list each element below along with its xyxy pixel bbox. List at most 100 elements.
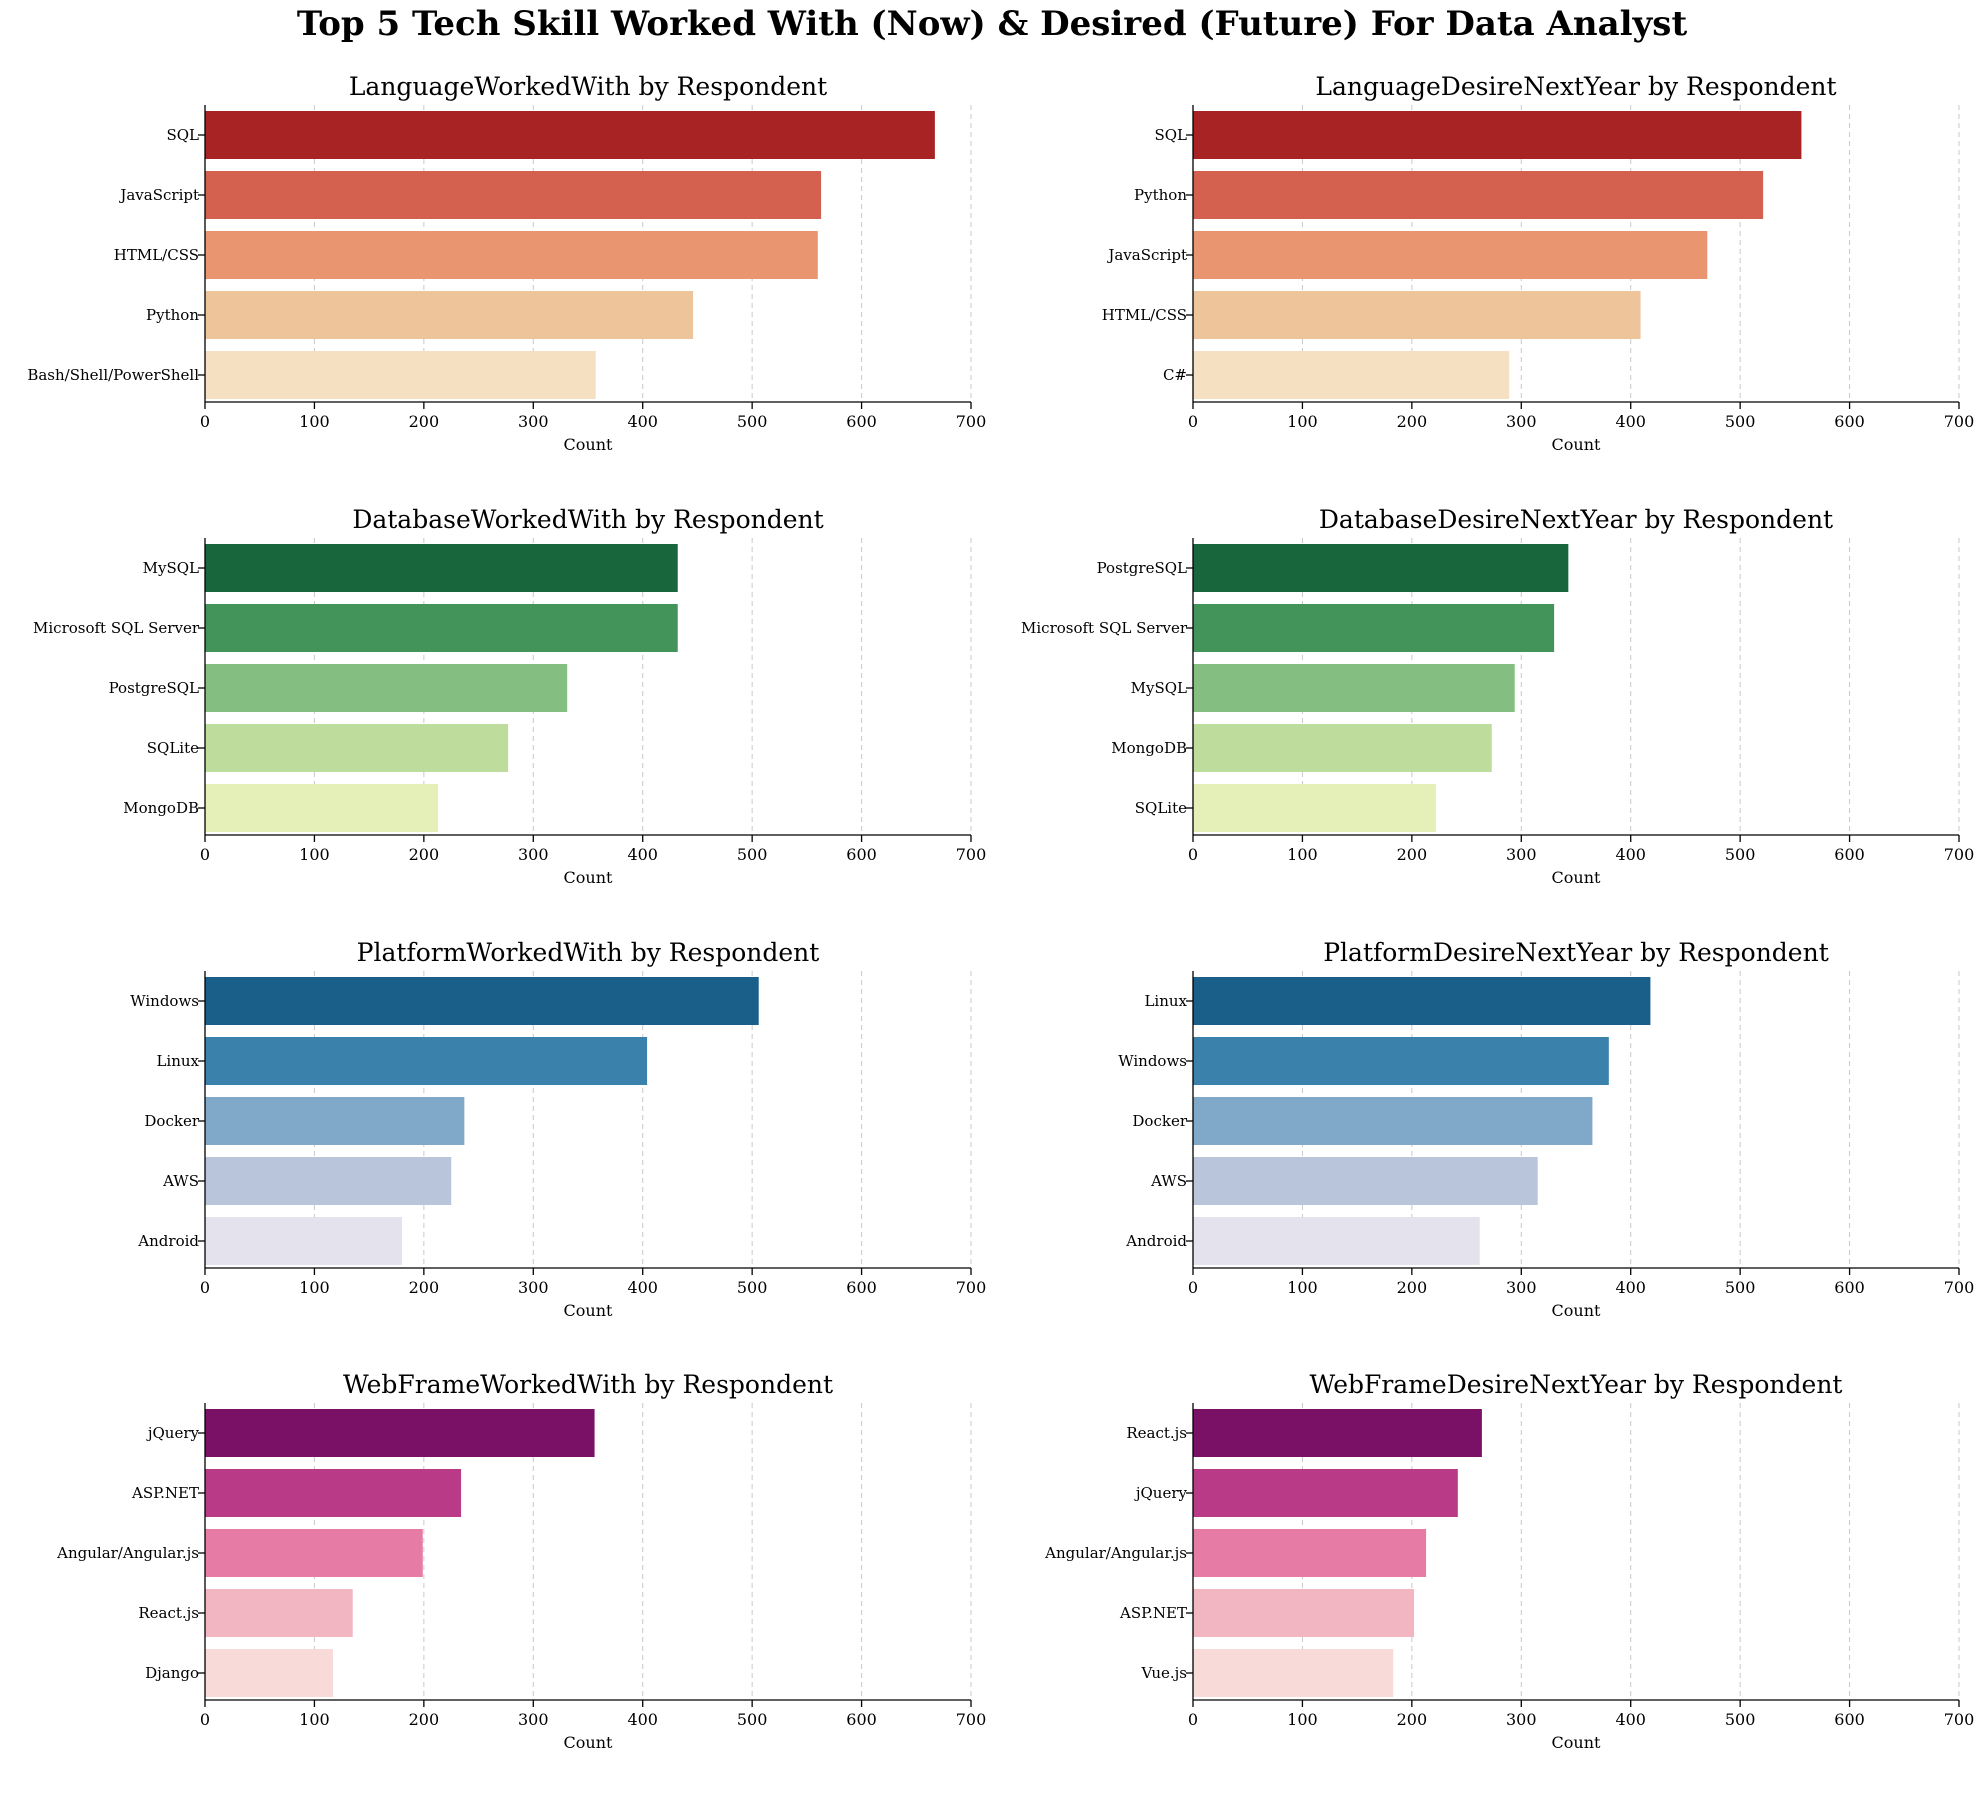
category-label: Windows: [1118, 1052, 1187, 1070]
bar-jquery: [205, 1409, 595, 1457]
bar-mongodb: [205, 784, 439, 832]
bar-android: [1193, 1217, 1480, 1265]
bar-react-js: [205, 1589, 353, 1637]
category-label: Docker: [1132, 1112, 1187, 1130]
category-label: Bash/Shell/PowerShell: [27, 366, 199, 384]
subplot-3: MySQL Microsoft SQL Server PostgreSQL SQLit…: [33, 505, 986, 887]
bar-python: [205, 291, 694, 339]
category-label: Docker: [144, 1112, 199, 1130]
x-tick-label: 300: [1506, 845, 1537, 864]
x-tick-label: 200: [1397, 845, 1428, 864]
subplot-8: React.js jQuery Angular/Angular.js ASP.NET V…: [1044, 1370, 1974, 1752]
x-tick-label: 500: [737, 845, 768, 864]
bar-aws: [1193, 1157, 1538, 1205]
x-tick-label: 300: [1506, 1710, 1537, 1729]
bar-javascript: [1193, 231, 1708, 279]
x-tick-label: 300: [518, 1710, 549, 1729]
subplot-title: PlatformDesireNextYear by Respondent: [1323, 938, 1829, 967]
x-tick-label: 400: [1615, 845, 1646, 864]
x-tick-label: 0: [1188, 1710, 1198, 1729]
x-tick-label: 300: [518, 845, 549, 864]
bar-microsoft-sql-server: [1193, 604, 1555, 652]
x-tick-label: 700: [956, 845, 987, 864]
bar-docker: [1193, 1097, 1593, 1145]
bar-bash-shell-powershell: [205, 351, 596, 399]
x-tick-label: 300: [518, 412, 549, 431]
subplot-1: SQL JavaScript HTML/CSS Python Bash/Shell/Po…: [27, 72, 986, 454]
category-label: PostgreSQL: [1097, 559, 1187, 577]
x-tick-label: 0: [1188, 412, 1198, 431]
bar-html-css: [1193, 291, 1641, 339]
category-label: Linux: [1144, 992, 1187, 1010]
bar-c-: [1193, 351, 1510, 399]
subplot-title: WebFrameWorkedWith by Respondent: [343, 1370, 833, 1399]
x-tick-label: 300: [518, 1278, 549, 1297]
x-tick-label: 500: [1725, 1710, 1756, 1729]
x-tick-label: 700: [956, 1710, 987, 1729]
bar-postgresql: [1193, 544, 1569, 592]
x-tick-label: 100: [299, 1710, 330, 1729]
bar-linux: [205, 1037, 648, 1085]
x-tick-label: 0: [1188, 1278, 1198, 1297]
x-tick-label: 700: [1944, 412, 1975, 431]
bar-sql: [1193, 111, 1802, 159]
figure-title: Top 5 Tech Skill Worked With (Now) & Des…: [296, 4, 1688, 44]
x-tick-label: 100: [1287, 1278, 1318, 1297]
subplot-6: Linux Windows Docker AWS Android 0 100 200 300 40…: [1118, 938, 1974, 1320]
category-label: Django: [145, 1664, 199, 1682]
bar-windows: [205, 977, 759, 1025]
x-tick-label: 600: [1834, 412, 1865, 431]
x-tick-label: 100: [299, 1278, 330, 1297]
x-tick-label: 600: [1834, 845, 1865, 864]
category-label: HTML/CSS: [1102, 306, 1187, 324]
x-axis-label: Count: [1552, 868, 1601, 887]
category-label: JavaScript: [118, 186, 199, 204]
x-tick-label: 600: [846, 412, 877, 431]
x-tick-label: 500: [737, 1710, 768, 1729]
x-tick-label: 400: [627, 845, 658, 864]
x-tick-label: 200: [409, 1710, 440, 1729]
bar-asp-net: [205, 1469, 462, 1517]
x-tick-label: 100: [299, 845, 330, 864]
subplot-4: PostgreSQL Microsoft SQL Server MySQL Mongo…: [1021, 505, 1974, 887]
x-tick-label: 0: [1188, 845, 1198, 864]
category-label: Python: [1134, 186, 1187, 204]
x-tick-label: 200: [409, 412, 440, 431]
x-tick-label: 0: [200, 1278, 210, 1297]
bar-asp-net: [1193, 1589, 1415, 1637]
bar-linux: [1193, 977, 1651, 1025]
bar-sqlite: [205, 724, 509, 772]
x-tick-label: 400: [1615, 412, 1646, 431]
bar-jquery: [1193, 1469, 1458, 1517]
category-label: jQuery: [146, 1424, 200, 1442]
x-tick-label: 0: [200, 412, 210, 431]
x-tick-label: 400: [1615, 1710, 1646, 1729]
x-tick-label: 100: [1287, 845, 1318, 864]
category-label: ASP.NET: [131, 1484, 199, 1502]
x-tick-label: 600: [1834, 1278, 1865, 1297]
x-tick-label: 500: [1725, 412, 1756, 431]
category-label: PostgreSQL: [109, 679, 199, 697]
x-tick-label: 600: [1834, 1710, 1865, 1729]
bar-sqlite: [1193, 784, 1436, 832]
x-axis-label: Count: [564, 1733, 613, 1752]
subplot-2: SQL Python JavaScript HTML/CSS C# 0 100 200 300 4…: [1102, 72, 1975, 454]
x-tick-label: 0: [200, 845, 210, 864]
x-tick-label: 700: [1944, 1278, 1975, 1297]
category-label: AWS: [1150, 1172, 1187, 1190]
category-label: Windows: [130, 992, 199, 1010]
x-tick-label: 600: [846, 1710, 877, 1729]
bar-vue-js: [1193, 1649, 1394, 1697]
x-axis-label: Count: [1552, 1301, 1601, 1320]
x-axis-label: Count: [564, 435, 613, 454]
subplot-title: WebFrameDesireNextYear by Respondent: [1310, 1370, 1843, 1399]
x-tick-label: 200: [1397, 1278, 1428, 1297]
bar-angular-angular-js: [1193, 1529, 1427, 1577]
x-tick-label: 500: [1725, 845, 1756, 864]
category-label: React.js: [138, 1604, 199, 1622]
category-label: HTML/CSS: [114, 246, 199, 264]
category-label: MongoDB: [1111, 739, 1187, 757]
bar-postgresql: [205, 664, 568, 712]
